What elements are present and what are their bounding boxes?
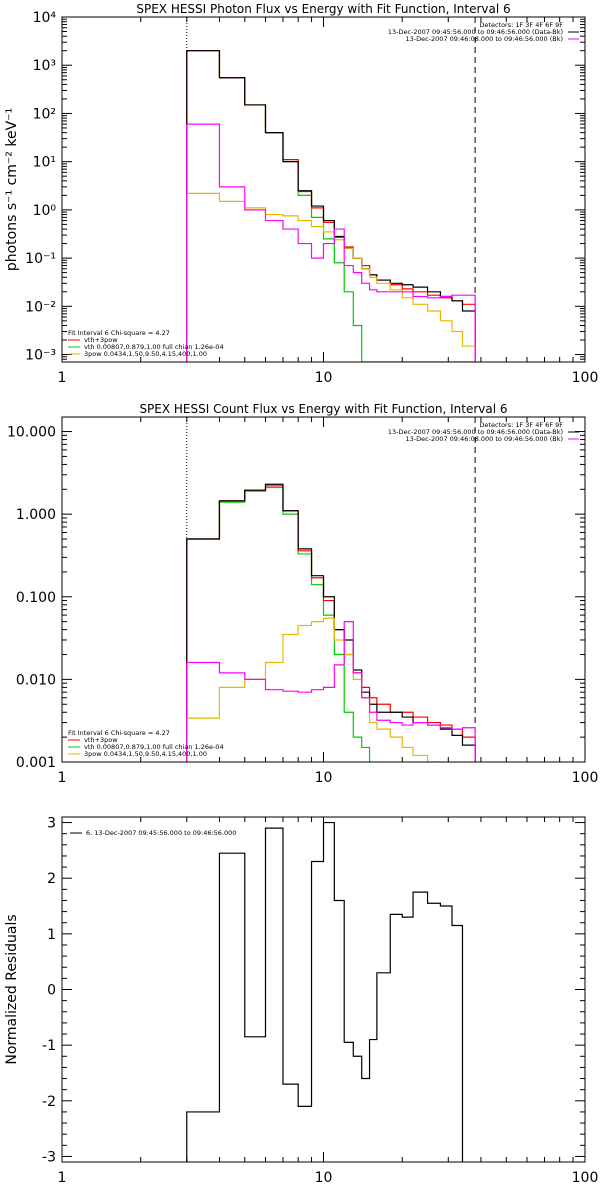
- y-axis-label: Normalized Residuals: [4, 914, 20, 1064]
- series-bk-line: [186, 123, 476, 362]
- x-tick-label: 1: [58, 770, 67, 786]
- y-tick-label: 10²: [33, 106, 56, 122]
- x-tick-label: 10: [315, 1170, 333, 1186]
- series-bk-line: [186, 621, 476, 762]
- y-tick-label: 1: [47, 927, 56, 943]
- legend-bottom-left-text: vth 0.00807,0.879,1.00 full chian 1.26e-…: [84, 743, 224, 751]
- y-tick-label: 1.000: [16, 507, 56, 523]
- y-tick-label: 2: [47, 871, 56, 887]
- y-tick-label: -2: [42, 1094, 56, 1110]
- legend-bottom-left-text: vth+3pow: [84, 336, 118, 344]
- y-tick-label: 0.010: [16, 672, 56, 688]
- legend-top-right-text: Detectors: 1F 3F 4F 6F 9F: [479, 421, 563, 429]
- legend-bottom-left-text: Fit Interval 6 Chi-square = 4.27: [68, 329, 170, 337]
- y-tick-label: 10.000: [7, 425, 56, 441]
- legend-top-right-text: 13-Dec-2007 09:46:08.000 to 09:46:56.000…: [406, 435, 564, 443]
- y-tick-label: 0.001: [16, 755, 56, 771]
- legend-top-right-text: 13-Dec-2007 09:45:56.000 to 09:46:56.000…: [388, 428, 563, 436]
- residuals-panel: Normalized Residuals 1 10 100 -3 -2 -1 0 1 2 3 6. 1…: [4, 816, 599, 1186]
- y-tick-label: 3: [47, 816, 56, 832]
- y-tick-label: 10³: [33, 58, 56, 74]
- legend-top-right-text: Detectors: 1F 3F 4F 6F 9F: [479, 21, 563, 29]
- legend-bottom-left-text: vth 0.00807,0.879,1.00 full chian 1.26e-…: [84, 343, 224, 351]
- series-data-line: [186, 821, 464, 1162]
- y-tick-label: 0: [47, 983, 56, 999]
- x-tick-label: 100: [572, 770, 599, 786]
- x-tick-label: 10: [315, 370, 333, 386]
- y-tick-label: -3: [42, 1149, 56, 1165]
- x-tick-label: 1: [58, 1170, 67, 1186]
- y-axis-label: photons s⁻¹ cm⁻² keV⁻¹: [4, 108, 20, 271]
- y-tick-label: 10⁻¹: [25, 251, 56, 267]
- y-tick-label: 10⁰: [33, 203, 57, 219]
- x-tick-label: 100: [572, 370, 599, 386]
- plot-frame: [61, 16, 586, 363]
- legend-bottom-left-text: 3pow 0.0434,1.50,9.50,4.15,400,1.00: [84, 350, 207, 358]
- x-tick-label: 100: [572, 1170, 599, 1186]
- series-3pow-line: [186, 192, 476, 362]
- y-tick-label: -1: [42, 1038, 56, 1054]
- chart-title: SPEX HESSI Photon Flux vs Energy with Fi…: [136, 2, 510, 16]
- y-tick-label: 10¹: [33, 155, 56, 171]
- plot-frame: [61, 416, 586, 763]
- legend-bottom-left-text: 3pow 0.0434,1.50,9.50,4.15,400,1.00: [84, 750, 207, 758]
- y-tick-label: 10⁴: [33, 10, 57, 26]
- legend-top-right-text: 13-Dec-2007 09:46:08.000 to 09:46:56.000…: [406, 35, 564, 43]
- legend-top-right-text: 13-Dec-2007 09:45:56.000 to 09:46:56.000…: [388, 28, 563, 36]
- plot-frame: [61, 816, 586, 1163]
- legend-bottom-left-text: Fit Interval 6 Chi-square = 4.27: [68, 729, 170, 737]
- legend-top-left-text: 6. 13-Dec-2007 09:45:56.000 to 09:46:56.…: [86, 829, 236, 837]
- x-tick-label: 10: [315, 770, 333, 786]
- photon-flux-panel: SPEX HESSI Photon Flux vs Energy with Fi…: [4, 2, 598, 386]
- y-tick-label: 10⁻²: [25, 299, 56, 315]
- x-tick-label: 1: [58, 370, 67, 386]
- legend-bottom-left-text: vth+3pow: [84, 736, 118, 744]
- count-flux-panel: SPEX HESSI Count Flux vs Energy with Fit…: [7, 402, 599, 786]
- y-tick-label: 0.100: [16, 590, 56, 606]
- y-tick-label: 10⁻³: [25, 348, 56, 364]
- chart-title: SPEX HESSI Count Flux vs Energy with Fit…: [139, 402, 507, 416]
